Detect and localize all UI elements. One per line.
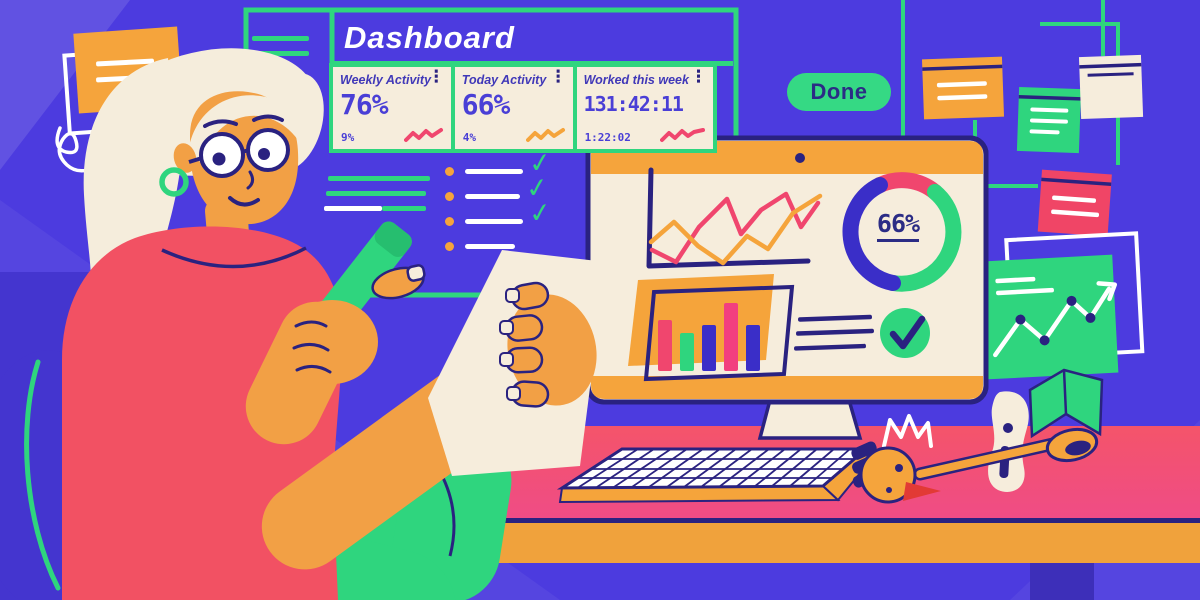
trend-zigzag-icon [525, 128, 565, 142]
bullet-icon [445, 242, 454, 251]
kebab-menu-icon[interactable]: ⋮ [427, 67, 445, 87]
bullet-icon [445, 167, 454, 176]
monitor-stand [757, 398, 863, 440]
stat-label: Today Activity [461, 73, 547, 87]
squiggle-doodle [55, 126, 93, 173]
sticky-note-cream [1078, 54, 1144, 120]
stat-label: Worked this week [583, 73, 689, 87]
bullet-icon [445, 192, 454, 201]
line-chart [646, 167, 823, 269]
earring [159, 167, 189, 197]
board-title: Dashboard [344, 20, 515, 55]
growth-chart-card [980, 231, 1145, 380]
trend-zigzag-icon [403, 128, 443, 142]
task-summary-check [794, 308, 930, 358]
fist [286, 300, 378, 384]
stat-value: 131:42:11 [583, 92, 684, 116]
stats-panel: Weekly Activity ⋮ 76% 9% Today Activity … [329, 63, 717, 153]
finger-nails [499, 288, 521, 401]
stat-label: Weekly Activity [340, 73, 432, 87]
checklist-item[interactable]: ✓ [445, 172, 585, 208]
checklist-item[interactable]: ✓ [445, 147, 585, 183]
balance-bird-toy [851, 368, 1104, 504]
task-line [465, 219, 523, 224]
kebab-menu-icon[interactable]: ⋮ [549, 67, 567, 87]
sticky-note-orange [921, 56, 1005, 120]
done-button[interactable]: Done [787, 73, 891, 111]
stat-delta: 1:22:02 [584, 131, 631, 144]
stat-value: 66% [461, 88, 511, 121]
task-checklist: ✓ ✓ ✓ [445, 147, 585, 260]
donut-chart [842, 172, 962, 292]
hair-fringe [188, 95, 304, 162]
bullet-icon [445, 217, 454, 226]
stat-delta: 9% [341, 131, 355, 144]
checklist-item[interactable]: ✓ [445, 197, 585, 233]
check-icon: ✓ [526, 196, 554, 231]
task-line [465, 194, 520, 199]
donut-value-text: 66% [876, 209, 920, 242]
donut-value: 66% [864, 209, 932, 242]
stat-card-weekly-activity: Weekly Activity ⋮ 76% 9% [333, 67, 451, 149]
bar-chart [628, 274, 795, 382]
sticky-note-green [1016, 86, 1082, 154]
monitor [585, 135, 989, 405]
sticky-note-red [1037, 169, 1112, 237]
kebab-menu-icon[interactable]: ⋮ [690, 67, 708, 87]
checklist-item[interactable] [445, 235, 585, 258]
woman [0, 48, 606, 600]
stat-value: 76% [340, 88, 389, 121]
camera-dot-icon [795, 153, 805, 163]
ear [173, 143, 197, 173]
gripping-fingers [504, 281, 550, 408]
task-line [465, 169, 523, 174]
crown-doodle [882, 414, 933, 448]
task-line [465, 244, 515, 249]
stat-card-today-activity: Today Activity ⋮ 66% 4% [450, 67, 573, 149]
trend-zigzag-icon [660, 128, 706, 142]
stat-card-worked-this-week: Worked this week ⋮ 131:42:11 1:22:02 [572, 67, 713, 149]
keyboard [556, 447, 876, 504]
stat-delta: 4% [462, 131, 477, 144]
